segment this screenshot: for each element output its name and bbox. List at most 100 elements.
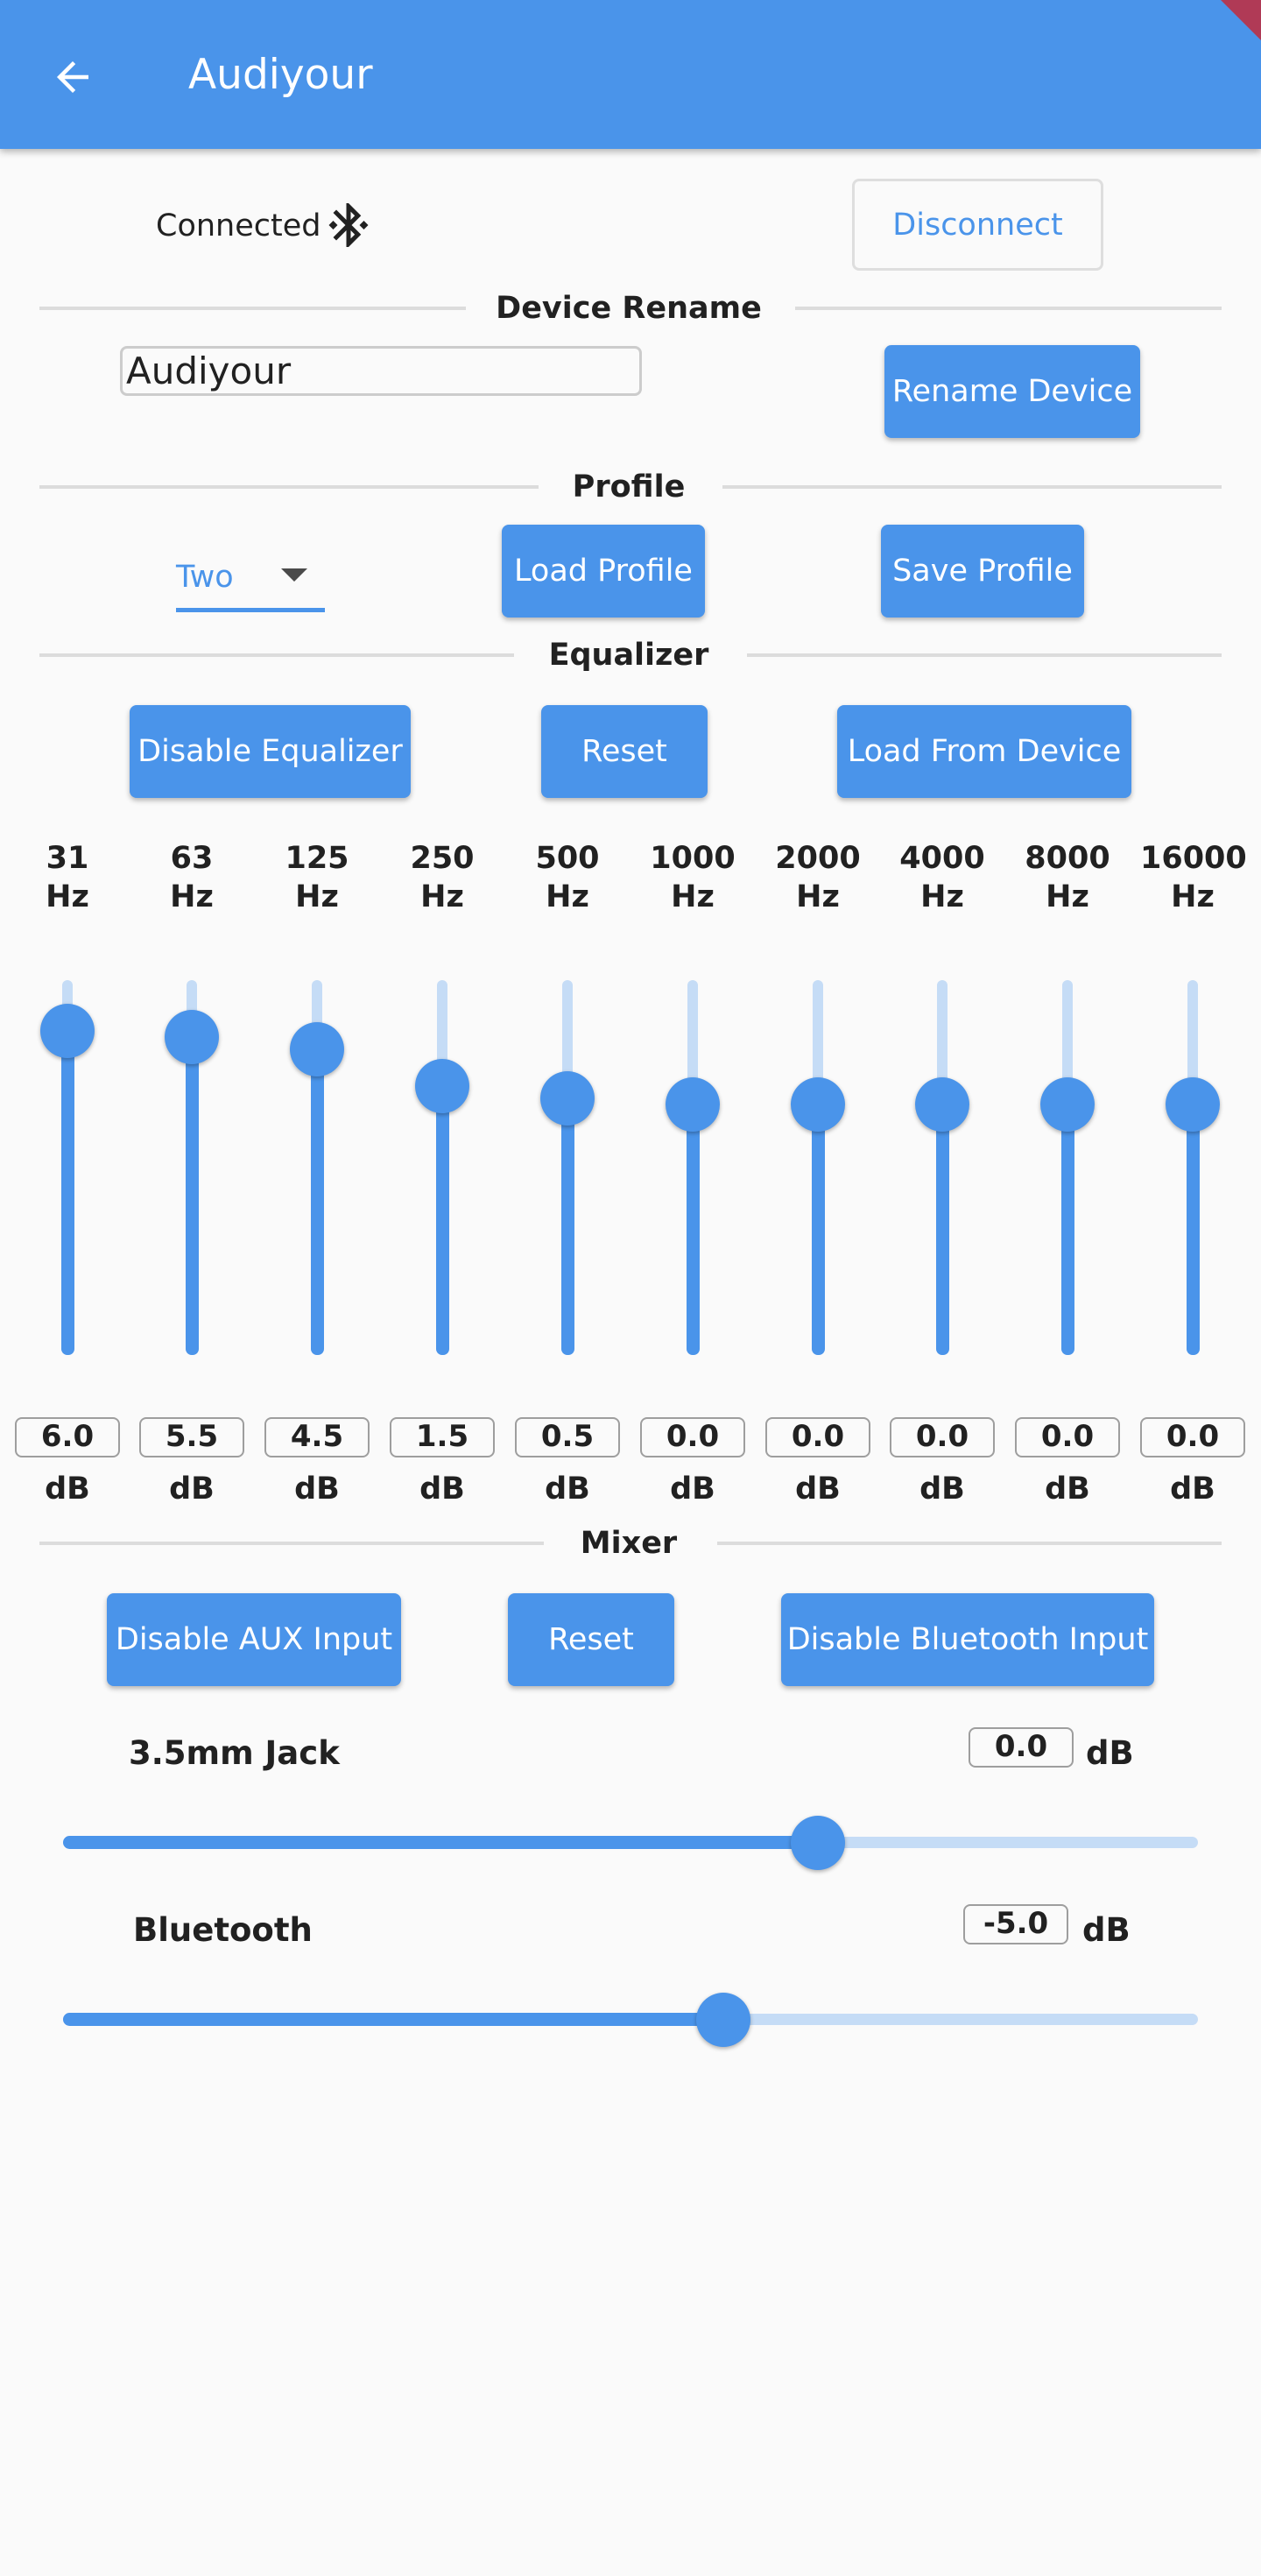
dropdown-arrow-icon <box>281 568 307 582</box>
band-hz-label: Hz <box>1046 879 1089 914</box>
divider <box>39 1542 544 1545</box>
profile-selected-value: Two <box>176 560 234 595</box>
band-value-box[interactable]: 1.5 <box>390 1417 495 1457</box>
divider <box>39 485 539 489</box>
band-slider-thumb[interactable] <box>915 1077 969 1132</box>
band-slider-thumb[interactable] <box>791 1077 845 1132</box>
disconnect-button[interactable]: Disconnect <box>852 179 1103 271</box>
band-db-unit: dB <box>795 1471 841 1507</box>
equalizer-heading: Equalizer <box>548 638 709 673</box>
band-db-unit: dB <box>1045 1471 1090 1507</box>
aux-slider-thumb[interactable] <box>790 1816 845 1870</box>
band-slider-active-track <box>1187 1105 1200 1355</box>
band-slider-active-track <box>61 1031 74 1355</box>
band-slider-active-track <box>812 1105 825 1355</box>
band-db-unit: dB <box>919 1471 965 1507</box>
band-slider-active-track <box>311 1049 324 1355</box>
divider <box>747 653 1222 657</box>
app-bar: Audiyour <box>0 0 1261 149</box>
profile-heading: Profile <box>572 469 686 505</box>
divider <box>722 485 1222 489</box>
band-db-unit: dB <box>545 1471 590 1507</box>
band-frequency-label: 125 <box>285 841 349 876</box>
aux-slider-active-track <box>63 1836 818 1849</box>
band-slider-thumb[interactable] <box>540 1071 595 1126</box>
bluetooth-channel-value[interactable]: -5.0 <box>963 1904 1068 1944</box>
aux-channel-label: 3.5mm Jack <box>129 1734 340 1772</box>
band-slider-thumb[interactable] <box>290 1022 344 1076</box>
band-db-unit: dB <box>45 1471 90 1507</box>
load-profile-button[interactable]: Load Profile <box>502 525 705 618</box>
back-button[interactable] <box>44 48 102 106</box>
aux-channel-unit: dB <box>1086 1734 1134 1772</box>
band-hz-label: Hz <box>1171 879 1215 914</box>
band-frequency-label: 2000 <box>775 841 861 876</box>
band-value-box[interactable]: 4.5 <box>264 1417 370 1457</box>
band-value-box[interactable]: 0.0 <box>890 1417 995 1457</box>
debug-banner <box>1221 0 1261 40</box>
divider <box>795 307 1222 310</box>
band-hz-label: Hz <box>295 879 339 914</box>
band-frequency-label: 250 <box>410 841 475 876</box>
band-frequency-label: 63 <box>170 841 214 876</box>
equalizer-reset-button[interactable]: Reset <box>541 705 708 798</box>
band-value-box[interactable]: 0.5 <box>515 1417 620 1457</box>
aux-channel-value[interactable]: 0.0 <box>969 1727 1074 1768</box>
profile-dropdown[interactable]: Two <box>176 549 325 612</box>
mixer-reset-button[interactable]: Reset <box>508 1593 674 1686</box>
band-slider-active-track <box>1061 1105 1074 1355</box>
band-hz-label: Hz <box>671 879 715 914</box>
band-slider-thumb[interactable] <box>415 1059 469 1113</box>
disable-bluetooth-input-button[interactable]: Disable Bluetooth Input <box>781 1593 1154 1686</box>
band-value-box[interactable]: 0.0 <box>765 1417 870 1457</box>
band-db-unit: dB <box>419 1471 465 1507</box>
bluetooth-slider-active-track <box>63 2013 724 2026</box>
band-slider-active-track <box>561 1098 574 1355</box>
divider <box>39 307 466 310</box>
band-hz-label: Hz <box>920 879 964 914</box>
band-value-box[interactable]: 5.5 <box>139 1417 244 1457</box>
save-profile-button[interactable]: Save Profile <box>881 525 1084 618</box>
band-hz-label: Hz <box>46 879 89 914</box>
band-value-box[interactable]: 0.0 <box>1140 1417 1245 1457</box>
band-hz-label: Hz <box>170 879 214 914</box>
disable-aux-input-button[interactable]: Disable AUX Input <box>107 1593 401 1686</box>
bluetooth-channel-label: Bluetooth <box>133 1911 313 1949</box>
band-frequency-label: 31 <box>46 841 89 876</box>
arrow-back-icon <box>57 61 88 93</box>
rename-device-button[interactable]: Rename Device <box>884 345 1140 438</box>
band-slider-thumb[interactable] <box>165 1010 219 1064</box>
band-frequency-label: 8000 <box>1025 841 1110 876</box>
band-value-box[interactable]: 0.0 <box>640 1417 745 1457</box>
band-slider-thumb[interactable] <box>40 1004 95 1058</box>
disable-equalizer-button[interactable]: Disable Equalizer <box>130 705 411 798</box>
band-frequency-label: 4000 <box>899 841 985 876</box>
band-value-box[interactable]: 0.0 <box>1015 1417 1120 1457</box>
band-hz-label: Hz <box>546 879 589 914</box>
device-name-input[interactable] <box>120 346 642 396</box>
divider <box>717 1542 1222 1545</box>
band-slider-thumb[interactable] <box>666 1077 720 1132</box>
band-frequency-label: 16000 <box>1140 841 1247 876</box>
device-rename-heading: Device Rename <box>496 291 762 326</box>
band-hz-label: Hz <box>420 879 464 914</box>
connection-status: Connected <box>156 208 321 243</box>
bluetooth-connected-icon <box>328 203 369 247</box>
band-db-unit: dB <box>294 1471 340 1507</box>
band-frequency-label: 1000 <box>650 841 736 876</box>
band-slider-active-track <box>936 1105 949 1355</box>
band-slider-active-track <box>186 1037 199 1355</box>
band-slider-active-track <box>436 1086 449 1355</box>
app-title: Audiyour <box>188 51 373 99</box>
band-slider-active-track <box>687 1105 700 1355</box>
band-db-unit: dB <box>670 1471 715 1507</box>
load-from-device-button[interactable]: Load From Device <box>837 705 1131 798</box>
band-value-box[interactable]: 6.0 <box>15 1417 120 1457</box>
band-frequency-label: 500 <box>535 841 600 876</box>
band-db-unit: dB <box>1170 1471 1215 1507</box>
band-slider-thumb[interactable] <box>1040 1077 1095 1132</box>
band-slider-thumb[interactable] <box>1166 1077 1220 1132</box>
divider <box>39 653 514 657</box>
bluetooth-slider-thumb[interactable] <box>696 1993 751 2047</box>
mixer-heading: Mixer <box>580 1526 678 1561</box>
